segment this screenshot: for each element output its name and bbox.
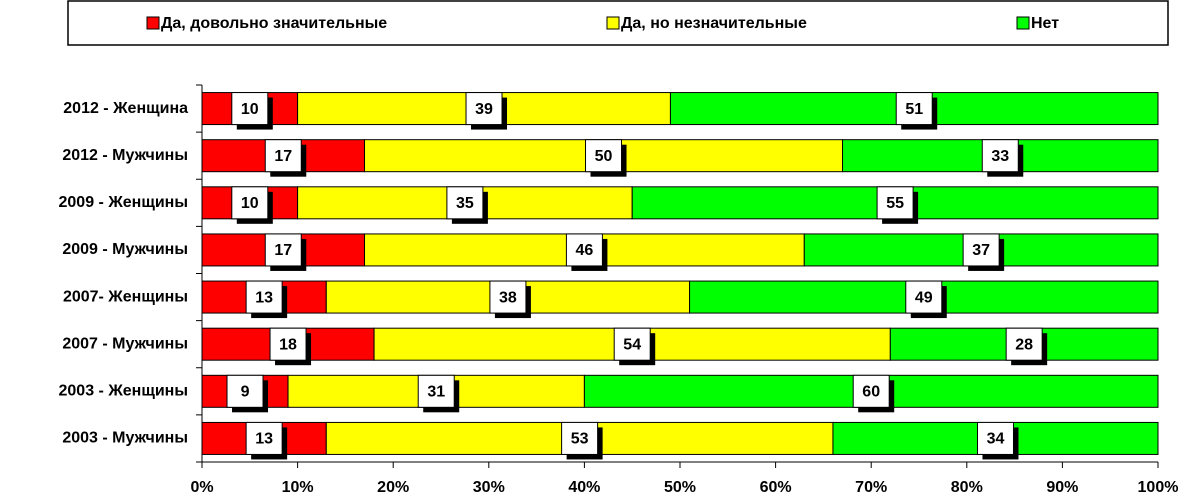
- label-box: [976, 421, 1014, 455]
- label-box: [561, 421, 599, 455]
- label-box: [876, 186, 914, 220]
- label-box: [245, 280, 283, 314]
- data-label: 17: [274, 148, 292, 165]
- x-tick-label: 50%: [664, 479, 696, 496]
- data-label: 13: [255, 289, 273, 306]
- x-tick-label: 60%: [760, 479, 792, 496]
- legend-label: Да, но незначительные: [621, 15, 807, 32]
- label-box: [417, 374, 455, 408]
- y-tick-label: 2012 - Мужчины: [62, 147, 188, 164]
- y-tick-label: 2012 - Женщина: [63, 100, 188, 117]
- label-box: [269, 327, 307, 361]
- legend-swatch: [606, 16, 620, 30]
- data-label: 18: [279, 336, 297, 353]
- data-label: 17: [274, 242, 292, 259]
- label-box: [962, 233, 1000, 267]
- legend-label: Нет: [1031, 15, 1059, 32]
- data-label: 9: [241, 384, 250, 401]
- label-box: [981, 139, 1019, 173]
- label-box: [226, 374, 264, 408]
- label-box: [613, 327, 651, 361]
- y-tick-label: 2003 - Женщины: [59, 383, 189, 400]
- data-label: 38: [499, 289, 517, 306]
- y-tick-label: 2007- Женщины: [63, 288, 188, 305]
- label-box: [465, 92, 503, 126]
- label-box: [852, 374, 890, 408]
- label-box: [565, 233, 603, 267]
- label-box: [231, 92, 269, 126]
- label-box: [446, 186, 484, 220]
- label-box: [231, 186, 269, 220]
- y-tick-label: 2003 - Мужчины: [62, 430, 188, 447]
- data-label: 33: [991, 148, 1009, 165]
- label-box: [585, 139, 623, 173]
- legend-label: Да, довольно значительные: [161, 15, 387, 32]
- data-label: 50: [595, 148, 613, 165]
- data-label: 60: [862, 384, 880, 401]
- x-tick-label: 70%: [855, 479, 887, 496]
- legend-swatch: [1016, 16, 1030, 30]
- label-box: [489, 280, 527, 314]
- y-tick-label: 2009 - Женщины: [59, 194, 189, 211]
- y-tick-label: 2009 - Мужчины: [62, 241, 188, 258]
- x-tick-label: 80%: [951, 479, 983, 496]
- label-box: [245, 421, 283, 455]
- data-label: 49: [915, 289, 933, 306]
- label-box: [264, 139, 302, 173]
- data-label: 10: [241, 101, 259, 118]
- label-box: [905, 280, 943, 314]
- x-tick-label: 40%: [568, 479, 600, 496]
- label-box: [895, 92, 933, 126]
- data-label: 28: [1015, 336, 1033, 353]
- x-tick-label: 10%: [282, 479, 314, 496]
- legend-swatch: [146, 16, 160, 30]
- data-label: 46: [576, 242, 594, 259]
- data-label: 35: [456, 195, 474, 212]
- data-label: 13: [255, 431, 273, 448]
- label-box: [264, 233, 302, 267]
- data-label: 54: [623, 336, 641, 353]
- data-label: 10: [241, 195, 259, 212]
- x-tick-label: 30%: [473, 479, 505, 496]
- data-label: 39: [475, 101, 493, 118]
- label-box: [1005, 327, 1043, 361]
- x-tick-label: 0%: [190, 479, 213, 496]
- data-label: 37: [972, 242, 990, 259]
- x-tick-label: 20%: [377, 479, 409, 496]
- y-tick-label: 2007 - Мужчины: [62, 335, 188, 352]
- x-tick-label: 100%: [1138, 479, 1179, 496]
- data-label: 53: [571, 431, 589, 448]
- data-label: 55: [886, 195, 904, 212]
- data-label: 51: [905, 101, 923, 118]
- x-tick-label: 90%: [1046, 479, 1078, 496]
- data-label: 34: [987, 431, 1005, 448]
- data-label: 31: [427, 384, 445, 401]
